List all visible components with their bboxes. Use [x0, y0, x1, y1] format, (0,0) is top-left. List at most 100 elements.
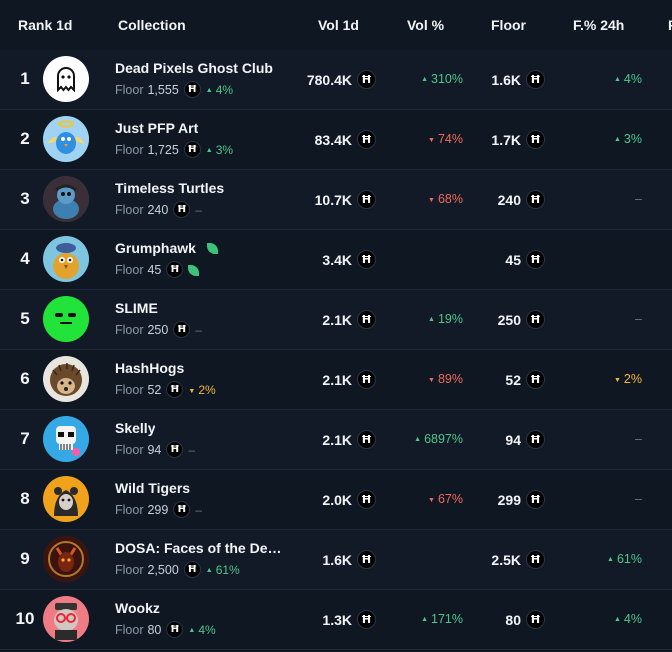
volume-cell: 10.7K Ħ — [315, 190, 376, 209]
collection-name[interactable]: Dead Pixels Ghost Club — [115, 60, 273, 76]
rank-number: 6 — [20, 369, 30, 388]
floor-price-value: 240 — [497, 191, 521, 208]
hbar-icon: Ħ — [357, 310, 376, 329]
floor-cell: 80 Ħ — [505, 610, 545, 629]
volume-cell: 3.4K Ħ — [322, 250, 376, 269]
floor-subline: Floor 52 Ħ 2% — [115, 381, 216, 398]
volume-value: 3.4K — [322, 251, 352, 268]
table-row[interactable]: 2 Just PFP Art Floor 1,725 Ħ 3% 83.4K Ħ … — [0, 110, 672, 170]
hbar-icon: Ħ — [526, 310, 545, 329]
header-floor[interactable]: Floor — [491, 17, 526, 33]
floor-label: Floor — [115, 382, 144, 397]
floor-cell: 94 Ħ — [505, 430, 545, 449]
header-truncated[interactable]: F — [668, 17, 672, 33]
volume-change: 171% — [421, 612, 463, 626]
table-row[interactable]: 9 DOSA: Faces of the Dem… Floor 2,500 Ħ … — [0, 530, 672, 590]
collection-name[interactable]: Timeless Turtles — [115, 180, 225, 196]
floor-subline: Floor 45 Ħ — [115, 261, 200, 278]
floor-subline: Floor 2,500 Ħ 61% — [115, 561, 240, 578]
floor-24h-change: 2% — [614, 372, 642, 386]
hbar-icon: Ħ — [166, 261, 184, 278]
ghost-avatar — [43, 56, 89, 102]
slime-avatar — [43, 296, 89, 342]
floor-label: Floor — [115, 82, 144, 97]
collection-name[interactable]: Skelly — [115, 420, 156, 436]
floor-change: – — [195, 502, 203, 517]
header-floor-percent[interactable]: F.% 24h — [573, 17, 625, 33]
rank-number: 5 — [20, 309, 30, 328]
collection-name[interactable]: Just PFP Art — [115, 120, 199, 136]
rank-number: 7 — [20, 429, 30, 448]
hbar-icon: Ħ — [357, 130, 376, 149]
floor-value: 299 — [147, 502, 169, 517]
collection-name[interactable]: Wookz — [115, 600, 160, 616]
hbar-icon: Ħ — [526, 190, 545, 209]
volume-change: 89% — [428, 372, 463, 386]
volume-value: 1.6K — [322, 551, 352, 568]
floor-value: 240 — [147, 202, 169, 217]
hbar-icon: Ħ — [183, 561, 201, 578]
volume-value: 2.1K — [322, 371, 352, 388]
table-row[interactable]: 5 SLIME Floor 250 Ħ – 2.1K Ħ 19% 250 Ħ – — [0, 290, 672, 350]
hbar-icon: Ħ — [357, 70, 376, 89]
floor-price-value: 80 — [505, 611, 521, 628]
skull-avatar — [43, 416, 89, 462]
leaf-icon — [188, 264, 200, 276]
hbar-icon: Ħ — [526, 70, 545, 89]
collection-name[interactable]: Grumphawk — [115, 240, 196, 256]
floor-change: – — [188, 442, 196, 457]
floor-value: 1,725 — [147, 142, 179, 157]
hbar-icon: Ħ — [357, 610, 376, 629]
header-volume[interactable]: Vol 1d — [318, 17, 359, 33]
hbar-icon: Ħ — [526, 550, 545, 569]
volume-value: 10.7K — [314, 191, 352, 208]
collection-name[interactable]: DOSA: Faces of the Dem… — [115, 540, 287, 556]
table-row[interactable]: 3 Timeless Turtles Floor 240 Ħ – 10.7K Ħ… — [0, 170, 672, 230]
hbar-icon: Ħ — [166, 441, 184, 458]
wookz-avatar — [43, 596, 89, 642]
volume-change: 67% — [428, 492, 463, 506]
header-rank[interactable]: Rank 1d — [18, 17, 73, 33]
volume-value: 83.4K — [314, 131, 352, 148]
volume-change: 68% — [428, 192, 463, 206]
hbar-icon: Ħ — [526, 430, 545, 449]
hedgehog-avatar — [43, 356, 89, 402]
collection-name[interactable]: SLIME — [115, 300, 158, 316]
floor-subline: Floor 80 Ħ 4% — [115, 621, 216, 638]
volume-cell: 2.1K Ħ — [322, 310, 376, 329]
rank-number: 4 — [20, 249, 30, 268]
floor-label: Floor — [115, 262, 144, 277]
floor-label: Floor — [115, 322, 144, 337]
collection-name[interactable]: Wild Tigers — [115, 480, 191, 496]
volume-cell: 83.4K Ħ — [315, 130, 376, 149]
floor-label: Floor — [115, 622, 144, 637]
volume-value: 2.1K — [322, 431, 352, 448]
floor-value: 80 — [147, 622, 162, 637]
rank-number: 1 — [20, 69, 30, 88]
collection-name[interactable]: HashHogs — [115, 360, 185, 376]
hbar-icon: Ħ — [173, 501, 191, 518]
table-row[interactable]: 10 Wookz Floor 80 Ħ 4% 1.3K Ħ 171% 80 Ħ … — [0, 590, 672, 650]
table-row[interactable]: 4 Grumphawk Floor 45 Ħ 3.4K Ħ 45 Ħ — [0, 230, 672, 290]
hbar-icon: Ħ — [357, 190, 376, 209]
turtle-avatar — [43, 176, 89, 222]
floor-price-value: 94 — [505, 431, 521, 448]
hbar-icon: Ħ — [183, 81, 201, 98]
header-collection[interactable]: Collection — [118, 17, 186, 33]
floor-change: – — [195, 202, 203, 217]
hbar-icon: Ħ — [166, 621, 184, 638]
table-row[interactable]: 7 Skelly Floor 94 Ħ – 2.1K Ħ 6897% 94 Ħ … — [0, 410, 672, 470]
table-row[interactable]: 6 HashHogs Floor 52 Ħ 2% 2.1K Ħ 89% 52 Ħ… — [0, 350, 672, 410]
floor-change: 2% — [188, 383, 215, 397]
hbar-icon: Ħ — [526, 250, 545, 269]
header-volume-percent[interactable]: Vol % — [407, 17, 445, 33]
hbar-icon: Ħ — [526, 490, 545, 509]
volume-cell: 1.6K Ħ — [322, 550, 376, 569]
floor-cell: 299 Ħ — [498, 490, 545, 509]
rank-number: 3 — [20, 189, 30, 208]
rank-number: 10 — [15, 609, 35, 628]
table-row[interactable]: 8 Wild Tigers Floor 299 Ħ – 2.0K Ħ 67% 2… — [0, 470, 672, 530]
floor-change: 61% — [206, 563, 240, 577]
volume-change: 74% — [428, 132, 463, 146]
table-row[interactable]: 1 Dead Pixels Ghost Club Floor 1,555 Ħ 4… — [0, 50, 672, 110]
